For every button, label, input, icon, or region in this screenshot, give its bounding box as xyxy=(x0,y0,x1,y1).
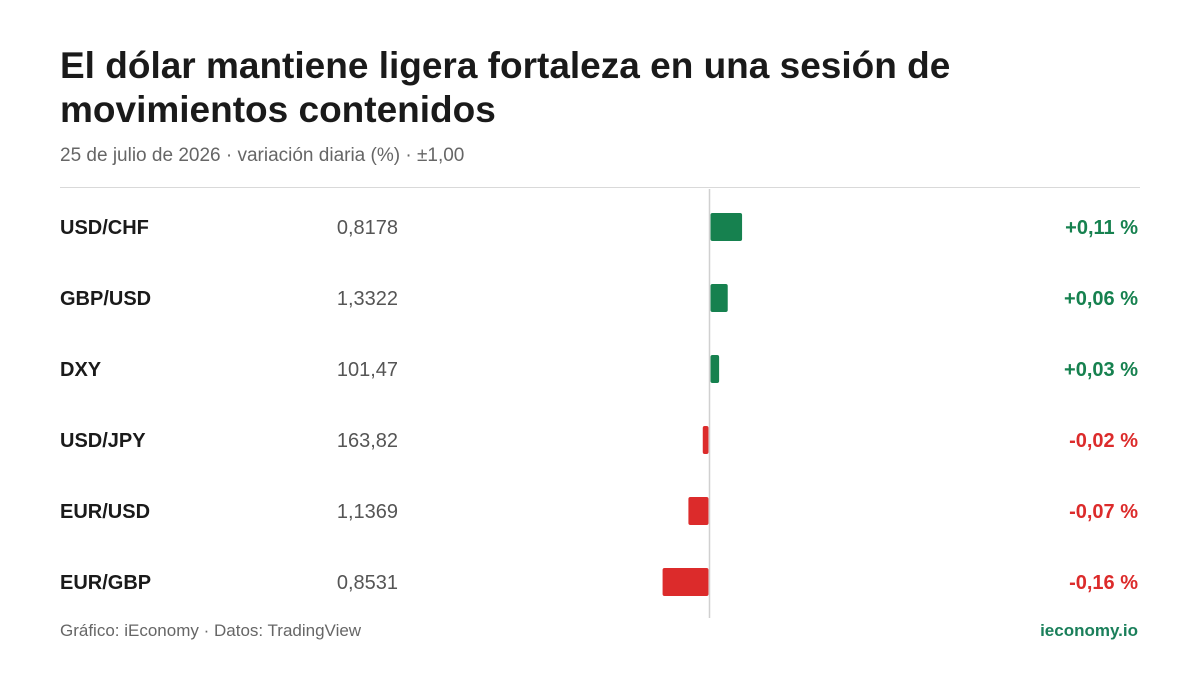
rate-value: 0,8178 xyxy=(337,217,398,239)
chart-rows: USD/CHF 0,8178 +0,11 % GBP/USD 1,3322 +0,06 %… xyxy=(60,213,1138,596)
chart-row: DXY 101,47 +0,03 % xyxy=(60,355,1138,383)
change-value-label: -0,02 % xyxy=(1069,430,1138,452)
chart-row: USD/JPY 163,82 -0,02 % xyxy=(60,426,1138,454)
footer-source: Gráfico: iEconomy · Datos: TradingView xyxy=(60,621,362,640)
change-value-label: +0,11 % xyxy=(1065,217,1138,239)
rate-value: 0,8531 xyxy=(337,572,398,594)
rate-value: 163,82 xyxy=(337,430,398,452)
chart-row: EUR/GBP 0,8531 -0,16 % xyxy=(60,568,1138,596)
category-label: USD/JPY xyxy=(60,430,146,452)
footer-brand-link[interactable]: ieconomy.io xyxy=(1040,621,1138,640)
change-value-label: +0,03 % xyxy=(1064,359,1138,381)
chart-title: El dólar mantiene ligera fortaleza en un… xyxy=(60,45,951,130)
rate-value: 1,1369 xyxy=(337,501,398,523)
bar xyxy=(710,213,743,241)
chart-row: EUR/USD 1,1369 -0,07 % xyxy=(60,497,1138,525)
rate-value: 101,47 xyxy=(337,359,398,381)
bar xyxy=(710,284,728,312)
rate-value: 1,3322 xyxy=(337,288,398,310)
category-label: GBP/USD xyxy=(60,288,151,310)
category-label: EUR/GBP xyxy=(60,572,151,594)
category-label: EUR/USD xyxy=(60,501,150,523)
chart-subtitle: 25 de julio de 2026 · variación diaria (… xyxy=(60,145,465,166)
change-value-label: -0,07 % xyxy=(1069,501,1138,523)
chart-row: GBP/USD 1,3322 +0,06 % xyxy=(60,284,1138,312)
chart-row: USD/CHF 0,8178 +0,11 % xyxy=(60,213,1138,241)
category-label: DXY xyxy=(60,359,102,381)
header-divider xyxy=(60,187,1140,188)
bar xyxy=(688,497,709,525)
bar xyxy=(662,568,709,596)
bar xyxy=(710,355,720,383)
change-value-label: +0,06 % xyxy=(1064,288,1138,310)
category-label: USD/CHF xyxy=(60,217,149,239)
bar xyxy=(702,426,709,454)
change-value-label: -0,16 % xyxy=(1069,572,1138,594)
